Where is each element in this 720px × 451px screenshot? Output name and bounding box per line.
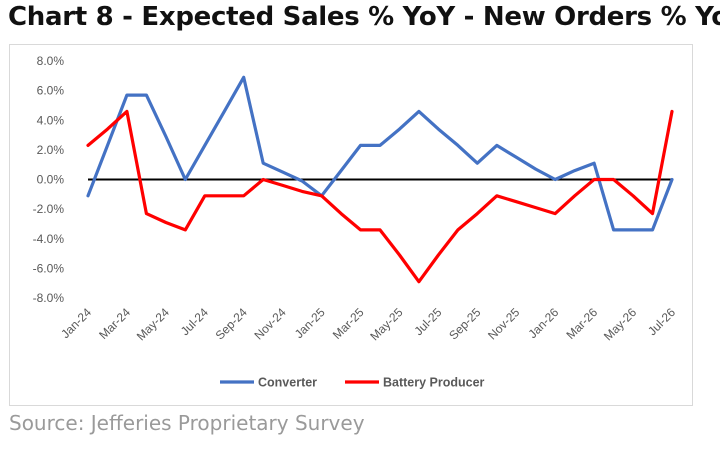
x-tick-label: Mar-25 (330, 305, 367, 342)
y-tick-label: 4.0% (37, 113, 65, 127)
series-line-battery-producer (86, 109, 674, 284)
y-tick-label: 8.0% (37, 54, 65, 68)
y-tick-label: 0.0% (37, 173, 65, 187)
x-tick-label: May-25 (367, 305, 405, 343)
line-chart: 8.0% 6.0% 4.0% 2.0% 0.0% -2.0% -4.0% -6.0% -8.0%… (33, 54, 679, 390)
y-tick-label: -4.0% (33, 232, 65, 246)
x-tick-label: Nov-24 (252, 305, 289, 342)
x-tick-label: Mar-26 (563, 305, 600, 342)
x-tick-label: Jan-24 (58, 305, 94, 341)
y-tick-label: 2.0% (37, 143, 65, 157)
chart-title: Chart 8 - Expected Sales % YoY - New Ord… (8, 2, 720, 32)
source-note: Source: Jefferies Proprietary Survey (9, 411, 365, 435)
series-line-converter (86, 75, 674, 232)
x-tick-label: Jul-26 (645, 305, 678, 338)
x-tick-label: Mar-24 (96, 305, 133, 342)
x-tick-label: Jan-26 (525, 305, 561, 341)
x-tick-label: Sep-25 (446, 305, 483, 342)
x-tick-label: May-24 (134, 305, 172, 343)
x-tick-label: Sep-24 (213, 305, 250, 342)
legend-label: Battery Producer (383, 376, 485, 390)
x-tick-label: May-26 (601, 305, 639, 343)
x-tick-label: Jul-25 (412, 305, 445, 338)
x-tick-label: Nov-25 (485, 305, 522, 342)
y-tick-label: -6.0% (33, 261, 65, 275)
y-tick-label: -2.0% (33, 202, 65, 216)
chart-area: 8.0% 6.0% 4.0% 2.0% 0.0% -2.0% -4.0% -6.0% -8.0%… (9, 44, 693, 406)
x-tick-label: Jul-24 (178, 305, 211, 338)
y-tick-label: 6.0% (37, 84, 65, 98)
x-tick-label: Jan-25 (292, 305, 328, 341)
legend-label: Converter (258, 376, 317, 390)
y-tick-label: -8.0% (33, 291, 65, 305)
